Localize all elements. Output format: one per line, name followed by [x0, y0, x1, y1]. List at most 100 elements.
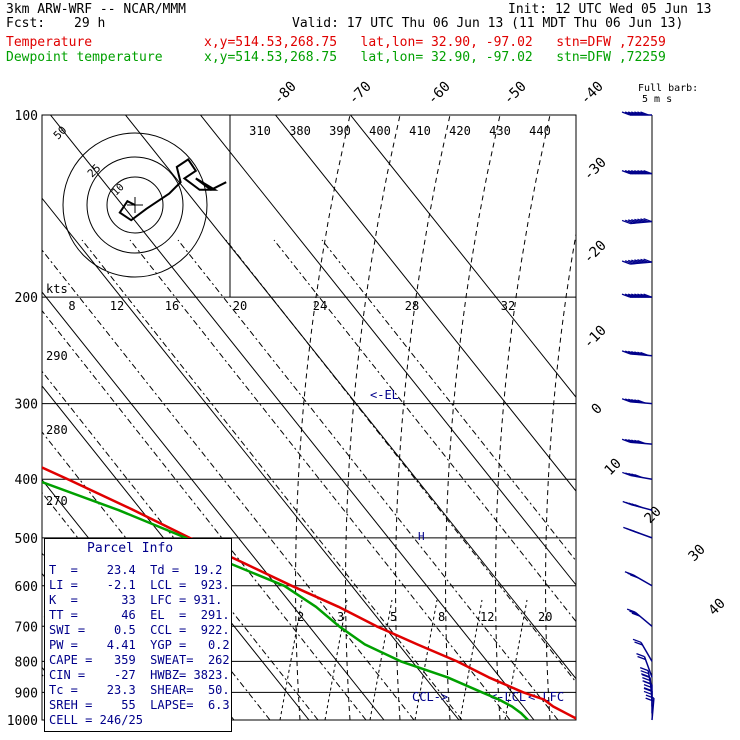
dry-adiabat-line — [42, 309, 367, 720]
wind-barb — [621, 350, 653, 357]
wind-barb — [632, 638, 653, 662]
valid-time: Valid: 17 UTC Thu 06 Jun 13 (11 MDT Thu … — [292, 16, 684, 31]
hodograph-ring-label: 10 — [110, 182, 126, 198]
hodograph-ring-label: 50 — [51, 124, 70, 143]
el-level-label: <-EL — [370, 388, 399, 402]
theta-e-label: 400 — [369, 124, 391, 138]
isotherm-line — [42, 197, 460, 720]
wind-barb — [621, 398, 653, 405]
speed-label: kts — [46, 282, 68, 296]
pressure-tick-label: 800 — [15, 655, 38, 670]
parcel-row: K = 33 LFC = 931. — [49, 593, 223, 607]
hodograph-trace — [118, 158, 227, 222]
isotherm-label: 20 — [642, 504, 665, 527]
isotherm-label: 30 — [686, 542, 709, 565]
wind-barb — [645, 694, 655, 721]
hodograph-ring — [86, 156, 184, 254]
forecast-hour: 29 h — [74, 16, 106, 31]
moist-adiabat-line — [596, 115, 650, 720]
temperature-profile — [42, 466, 576, 720]
speed-label: 16 — [165, 299, 179, 313]
dry-adiabat-line — [225, 239, 576, 683]
model-title: 3km ARW-WRF -- NCAR/MMM — [6, 2, 187, 17]
pressure-tick-label: 400 — [15, 473, 38, 488]
pressure-tick-label: 300 — [15, 398, 38, 413]
dewpoint-location: x,y=514.53,268.75 lat,lon= 32.90, -97.02… — [204, 50, 666, 65]
moist-adiabat-line — [395, 115, 451, 720]
wind-barb — [621, 293, 652, 298]
hodograph-ring — [106, 176, 164, 234]
parcel-row: LI = -2.1 LCL = 923. — [49, 578, 230, 592]
dewpoint-legend: Dewpoint temperature — [6, 50, 163, 65]
mixing-ratio-line — [324, 599, 348, 720]
theta-e-label: 420 — [449, 124, 471, 138]
isotherm-line — [42, 291, 385, 720]
isotherm-label: 0 — [589, 401, 606, 418]
moist-adiabat-line — [495, 115, 551, 720]
mixing-ratio-line — [504, 599, 528, 720]
isotherm-label: 10 — [602, 456, 625, 479]
dry-adiabat-line — [42, 370, 319, 720]
theta-label: 270 — [46, 494, 68, 508]
isotherm-line — [50, 115, 535, 720]
parcel-row: PW = 4.41 YGP = 0.2 — [49, 638, 230, 652]
wind-barb — [621, 111, 652, 116]
isotherm-label: -20 — [581, 238, 610, 267]
moist-adiabat-line — [545, 231, 576, 720]
mixing-ratio-label: 8 — [438, 610, 445, 624]
theta-e-label: 410 — [409, 124, 431, 138]
parcel-row: TT = 46 EL = 291. — [49, 608, 230, 622]
temperature-legend: Temperature — [6, 35, 93, 50]
wind-barb — [624, 571, 653, 587]
parcel-row: T = 23.4 Td = 19.2 — [49, 563, 223, 577]
wind-barb — [622, 471, 653, 480]
parcel-row: CIN = -27 HWBZ= 3823. — [49, 668, 230, 682]
pressure-tick-label: 900 — [15, 686, 38, 701]
wind-barb — [622, 500, 653, 511]
hodograph-ring — [62, 132, 208, 278]
forecast-label: Fcst: — [6, 16, 46, 31]
wind-barb — [636, 653, 653, 678]
mixing-ratio-label: 5 — [390, 610, 397, 624]
isotherm-line — [0, 115, 9, 720]
pressure-tick-label: 100 — [15, 109, 38, 124]
parcel-row: CAPE = 359 SWEAT= 262 — [49, 653, 230, 667]
mixing-ratio-label: 3 — [337, 610, 344, 624]
hwbz-marker: H — [418, 530, 425, 543]
wind-barb — [621, 258, 653, 265]
mixing-ratio-label: 2 — [297, 610, 304, 624]
wind-barb — [621, 217, 653, 225]
plot-frame — [41, 114, 577, 721]
temperature-location: x,y=514.53,268.75 lat,lon= 32.90, -97.02… — [204, 35, 666, 50]
isotherm-label: -80 — [271, 79, 300, 108]
mixing-ratio-label: 20 — [538, 610, 552, 624]
speed-label: 8 — [68, 299, 75, 313]
dewpoint-profile — [42, 480, 529, 720]
dry-adiabat-line — [177, 239, 559, 720]
theta-label: 280 — [46, 423, 68, 437]
isotherm-label: -10 — [581, 323, 610, 352]
pressure-tick-label: 700 — [15, 620, 38, 635]
dry-adiabat-line — [129, 239, 511, 720]
speed-label: 24 — [313, 299, 327, 313]
isotherm-line — [275, 115, 576, 492]
wind-barb — [621, 170, 652, 175]
isotherm-label: -50 — [501, 79, 530, 108]
mixing-ratio-line — [459, 599, 483, 720]
dry-adiabat-line — [81, 239, 463, 720]
theta-e-label: 440 — [529, 124, 551, 138]
moist-adiabat-line — [646, 115, 700, 720]
speed-label: 12 — [110, 299, 124, 313]
theta-e-label: 310 — [249, 124, 271, 138]
mixing-ratio-line — [369, 599, 393, 720]
mixing-ratio-line — [279, 599, 303, 720]
barb-legend-value: 5 m s — [642, 94, 673, 105]
ccl-level-label: CCL-> — [412, 690, 448, 704]
wind-barb — [626, 608, 653, 627]
theta-e-label: 380 — [289, 124, 311, 138]
isotherm-label: -60 — [425, 79, 454, 108]
parcel-info-panel: Parcel Info T = 23.4 Td = 19.2 LI = -2.1… — [44, 538, 232, 732]
theta-e-label: 390 — [329, 124, 351, 138]
isotherm-label: 40 — [706, 596, 729, 619]
